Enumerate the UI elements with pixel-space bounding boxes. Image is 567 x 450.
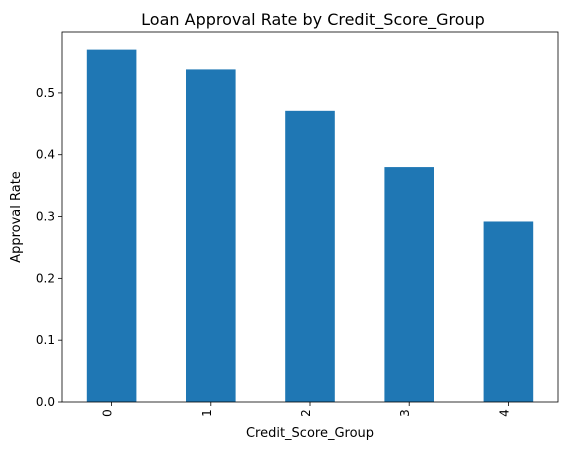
- bar-1: [186, 69, 236, 402]
- x-tick-label: 2: [299, 409, 313, 417]
- y-tick-label: 0.4: [36, 148, 55, 162]
- bar-0: [86, 49, 137, 402]
- y-tick-label: 0.3: [36, 210, 55, 224]
- bar-4: [483, 221, 534, 402]
- y-tick-label: 0.1: [36, 333, 55, 347]
- plot-frame: [61, 31, 559, 403]
- bar-2: [285, 110, 335, 402]
- x-axis-ticks: 0 1 2 3 4: [101, 402, 511, 417]
- y-tick-label: 0.0: [36, 395, 55, 409]
- x-tick-label: 4: [497, 409, 511, 417]
- bars-group: [86, 49, 534, 402]
- chart-title: Loan Approval Rate by Credit_Score_Group: [141, 10, 485, 30]
- y-axis-label: Approval Rate: [9, 171, 24, 263]
- y-tick-label: 0.5: [36, 86, 55, 100]
- bar-3: [384, 167, 434, 402]
- x-axis-label: Credit_Score_Group: [246, 426, 374, 441]
- y-axis-ticks: 0.0 0.1 0.2 0.3 0.4 0.5: [36, 86, 62, 409]
- x-tick-label: 0: [101, 409, 115, 417]
- y-tick-label: 0.2: [36, 271, 55, 285]
- x-tick-label: 3: [398, 409, 412, 417]
- x-tick-label: 1: [200, 409, 214, 417]
